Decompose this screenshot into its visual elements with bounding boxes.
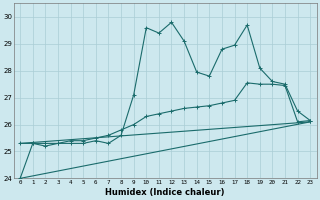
X-axis label: Humidex (Indice chaleur): Humidex (Indice chaleur) bbox=[106, 188, 225, 197]
